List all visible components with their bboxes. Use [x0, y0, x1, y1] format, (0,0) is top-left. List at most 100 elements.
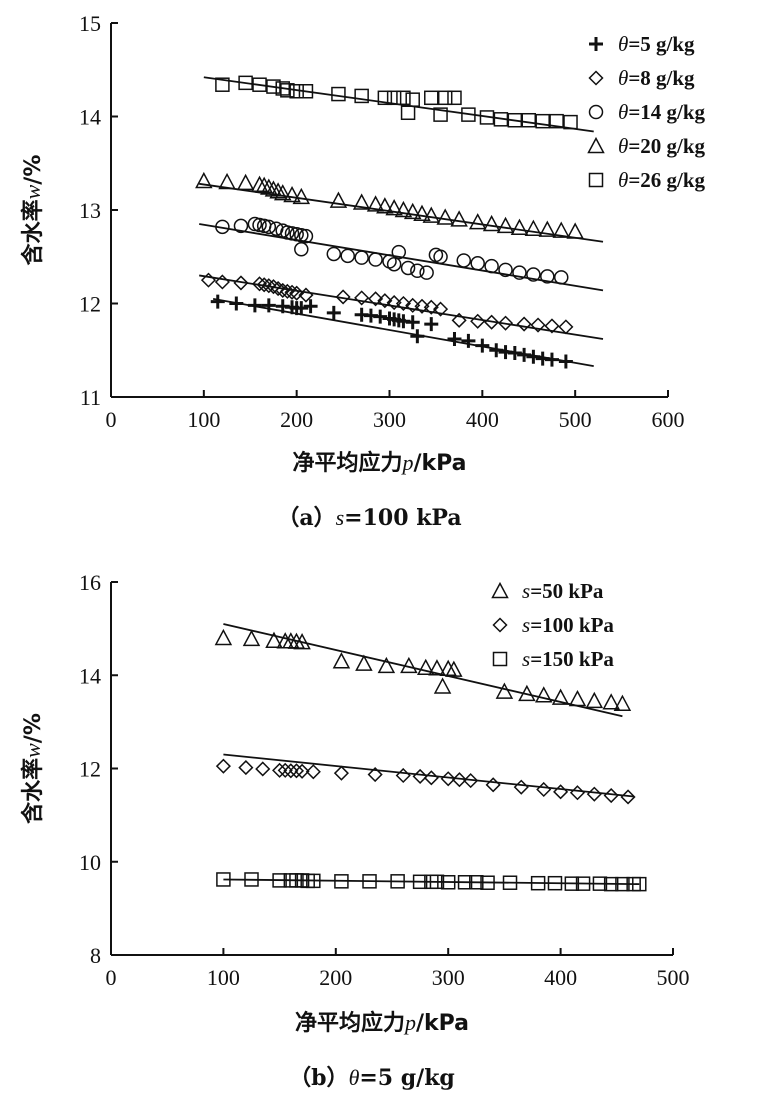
data-point	[306, 873, 321, 889]
data-point	[497, 315, 514, 331]
data-point	[298, 228, 314, 244]
data-point	[280, 83, 295, 98]
x-axis-label: 净平均应力p/kPa	[295, 1010, 469, 1036]
legend-label: s=50 kPa	[522, 579, 604, 603]
data-point	[229, 296, 244, 311]
data-point	[279, 283, 295, 299]
x-tick-label: 300	[432, 965, 465, 990]
data-point	[416, 658, 435, 676]
data-point	[288, 763, 305, 779]
data-point	[413, 204, 431, 221]
data-point	[451, 312, 467, 328]
data-point	[530, 875, 546, 891]
data-point	[244, 872, 259, 887]
data-point	[498, 262, 513, 278]
data-point	[377, 656, 396, 674]
data-point	[334, 874, 349, 889]
legend-label: θ=26 g/kg	[618, 168, 706, 192]
legend-marker	[492, 617, 508, 633]
data-point	[410, 263, 425, 279]
data-point	[273, 184, 292, 201]
data-point	[620, 789, 636, 805]
data-point	[535, 113, 550, 129]
data-point	[400, 105, 416, 121]
data-point	[298, 84, 314, 99]
y-tick-label: 11	[80, 385, 101, 410]
data-point	[424, 90, 439, 106]
data-point	[386, 295, 402, 311]
data-point	[484, 258, 499, 274]
data-point	[461, 107, 476, 122]
y-tick-label: 13	[79, 198, 101, 223]
data-point	[544, 352, 559, 367]
data-point	[283, 763, 299, 779]
data-point	[475, 338, 490, 353]
data-point	[289, 84, 304, 99]
data-point	[247, 298, 262, 313]
legend-marker	[588, 70, 604, 86]
x-tick-label: 0	[106, 965, 117, 990]
series-1	[199, 272, 604, 340]
legend-marker	[588, 104, 604, 120]
data-point	[603, 876, 619, 892]
data-point	[251, 276, 268, 292]
data-point	[215, 758, 231, 774]
data-point	[261, 278, 277, 294]
data-point	[433, 249, 448, 264]
legend-label: s=100 kPa	[522, 613, 614, 637]
data-point	[437, 90, 453, 106]
y-tick-label: 10	[79, 850, 101, 875]
data-point	[326, 305, 341, 320]
data-point	[326, 246, 342, 262]
data-point	[275, 81, 290, 96]
data-point	[615, 876, 630, 892]
data-point	[613, 694, 632, 711]
data-point	[335, 289, 351, 305]
data-point	[540, 269, 555, 284]
legend-label: s=150 kPa	[522, 647, 614, 671]
data-point	[512, 265, 527, 280]
data-point	[352, 193, 371, 210]
data-point	[470, 256, 485, 271]
data-point	[575, 876, 591, 891]
data-point	[277, 762, 293, 778]
data-point	[461, 333, 476, 348]
data-point	[517, 347, 532, 362]
data-point	[480, 875, 495, 890]
y-axis-label: 含水率w/%	[20, 713, 46, 824]
series-0	[210, 294, 594, 369]
data-point	[484, 314, 500, 330]
data-point	[423, 299, 439, 315]
data-point	[242, 629, 261, 647]
data-point	[266, 79, 281, 94]
data-point	[553, 784, 569, 800]
data-point	[385, 199, 403, 216]
data-point	[284, 284, 300, 300]
data-point	[428, 659, 446, 676]
data-point	[214, 628, 233, 646]
data-point	[602, 693, 620, 710]
x-tick-label: 500	[657, 965, 690, 990]
legend-marker	[491, 581, 509, 599]
fit-line	[223, 623, 623, 718]
data-point	[558, 354, 573, 369]
data-point	[450, 210, 468, 227]
data-point	[373, 309, 388, 324]
data-point	[386, 90, 402, 106]
data-point	[440, 875, 456, 890]
y-tick-label: 8	[90, 943, 101, 968]
data-point	[233, 275, 249, 291]
series-2	[216, 872, 647, 892]
data-point	[410, 329, 425, 344]
data-point	[513, 779, 529, 795]
data-point	[400, 260, 416, 276]
data-point	[283, 185, 301, 203]
data-point	[538, 220, 557, 237]
data-point	[218, 172, 236, 190]
data-point	[261, 219, 277, 235]
data-point	[493, 112, 509, 127]
x-tick-label: 100	[207, 965, 240, 990]
data-point	[424, 317, 439, 332]
data-point	[518, 684, 536, 702]
